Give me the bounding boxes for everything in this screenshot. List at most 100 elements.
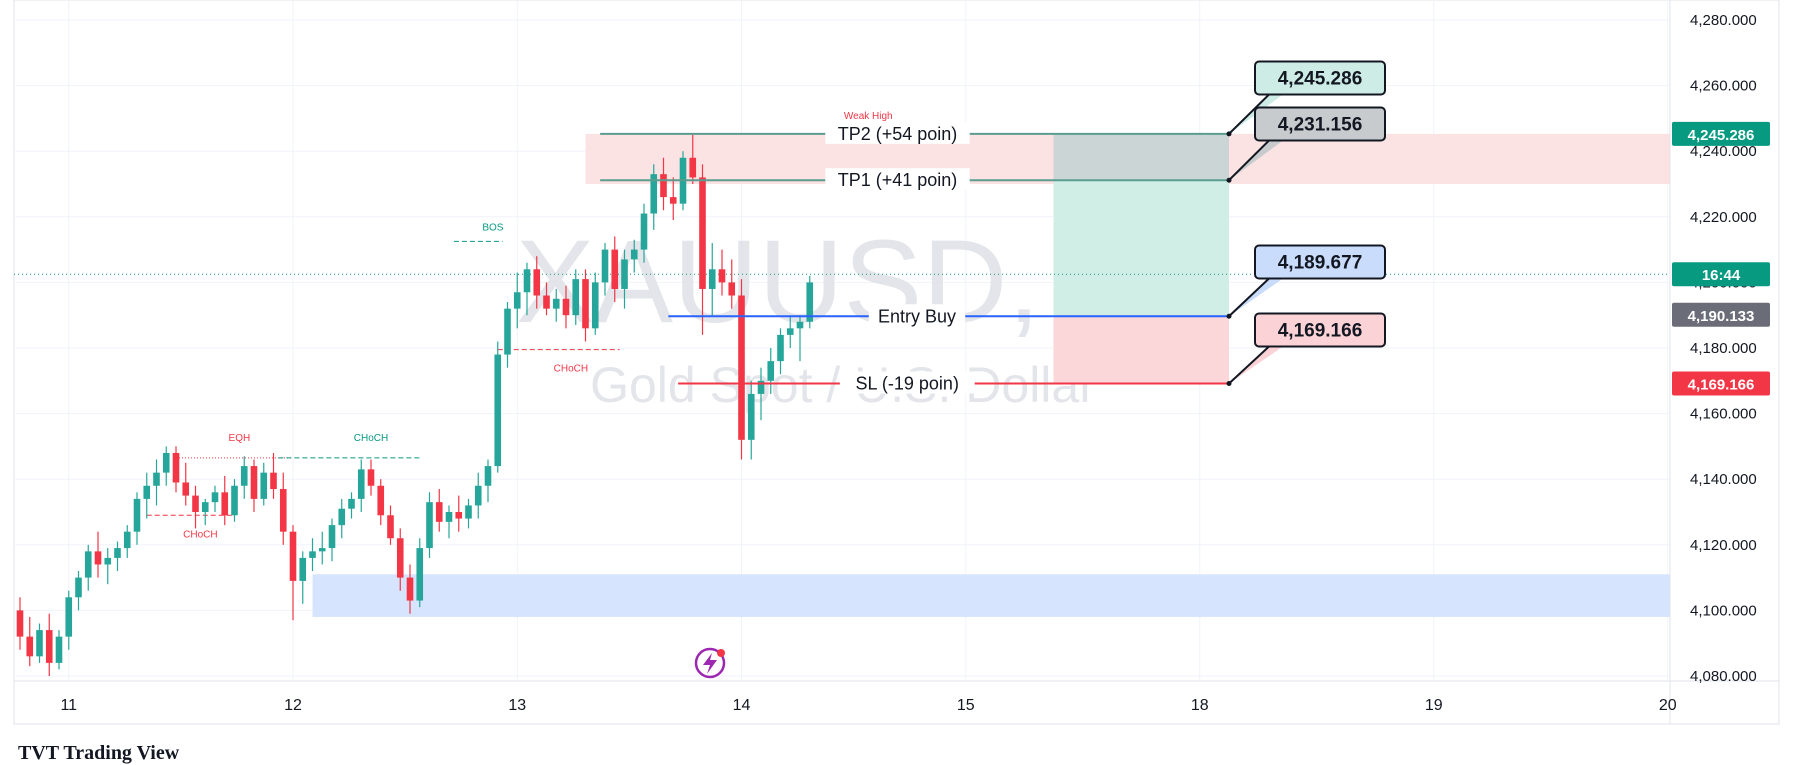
candle-body (621, 259, 628, 289)
y-tick-label: 4,240.000 (1690, 143, 1757, 160)
candle-body (591, 282, 599, 329)
candle-body (416, 548, 424, 601)
x-tick-label: 19 (1425, 697, 1443, 714)
y-tick-label: 4,280.000 (1690, 12, 1757, 29)
structure-label: Weak High (844, 111, 893, 122)
callout-box (1254, 106, 1386, 142)
candle-body (796, 321, 804, 329)
alert-icon[interactable] (694, 647, 726, 679)
candle-body (738, 295, 745, 440)
axis-badge (1672, 302, 1770, 327)
price-level-label-bg (839, 371, 975, 394)
candle-body (689, 157, 697, 178)
candle-body (114, 548, 121, 558)
callout-value: 4,189.677 (1278, 253, 1363, 274)
candle-body (669, 197, 677, 204)
candle-body (299, 557, 307, 581)
y-tick-label: 4,140.000 (1690, 471, 1757, 488)
structure-label: CHoCH (554, 364, 588, 375)
axis-badge-text: 16:44 (1702, 267, 1741, 284)
candle-body (474, 485, 482, 506)
y-tick-label: 4,080.000 (1690, 668, 1757, 685)
candle-body (396, 538, 404, 578)
candle-body (153, 472, 160, 486)
candle-body (747, 393, 755, 440)
candle-body (767, 361, 775, 381)
price-level-label: Entry Buy (878, 306, 956, 326)
y-tick-label: 4,120.000 (1690, 537, 1757, 554)
demand-zone (312, 574, 1670, 617)
axis-badge-text: 4,245.286 (1688, 127, 1755, 144)
candle-body (777, 334, 784, 362)
candle-body (708, 269, 716, 289)
candle-body (523, 269, 531, 293)
price-level-label: SL (-19 poin) (856, 374, 959, 394)
price-callouts: 4,245.286 4,231.156 4,189.677 4,169.166 (1228, 60, 1386, 385)
price-level-label: TP2 (+54 poin) (838, 124, 958, 144)
candle-body (611, 249, 619, 289)
candle-body (455, 512, 463, 519)
x-tick-label: 14 (733, 697, 751, 714)
candles (16, 134, 814, 676)
candle-body (240, 466, 248, 486)
candle-body (728, 282, 736, 296)
candle-body (309, 551, 316, 558)
y-tick-label: 4,220.000 (1690, 209, 1757, 226)
axis-badge (1672, 121, 1770, 146)
callout-value: 4,231.156 (1278, 115, 1363, 136)
axis-badge-text: 4,169.166 (1688, 377, 1755, 394)
candle-body (699, 177, 706, 289)
structure-label: BOS (482, 222, 503, 233)
candle-body (582, 279, 589, 329)
candle-body (55, 636, 63, 663)
candle-body (640, 213, 648, 250)
candle-body (270, 472, 277, 490)
x-tick-label: 18 (1191, 697, 1209, 714)
price-level-label: TP1 (+41 poin) (838, 170, 958, 190)
loss-zone (1053, 316, 1229, 384)
candle-body (36, 630, 43, 657)
candle-body (465, 505, 472, 519)
candle-body (543, 295, 550, 309)
axis-badges: 4,245.286 16:44 4,190.133 4,169.166 (1672, 121, 1770, 396)
candle-body (348, 498, 355, 509)
candle-body (192, 495, 199, 512)
candle-body (786, 328, 794, 335)
candle-body (94, 551, 102, 565)
candle-body (84, 551, 92, 578)
x-tick-label: 11 (60, 697, 77, 714)
candle-body (65, 597, 73, 637)
footer-title: TVT Trading View (18, 742, 180, 764)
candle-body (318, 548, 326, 552)
candle-body (552, 298, 560, 309)
target-overlap-zone (1053, 133, 1229, 181)
candle-body (260, 472, 268, 499)
callout-box (1254, 60, 1386, 96)
candle-body (757, 380, 765, 394)
candle-body (338, 508, 346, 526)
candle-body (133, 498, 141, 532)
axis-badge-text: 4,190.133 (1688, 308, 1755, 325)
candle-body (718, 269, 726, 283)
zones (14, 133, 1670, 617)
candle-body (289, 531, 297, 581)
candle-body (162, 452, 170, 473)
candle-body (367, 469, 375, 486)
candle-body (806, 282, 814, 322)
candle-body (513, 292, 521, 309)
candle-body (601, 249, 609, 283)
candle-body (201, 502, 209, 512)
candle-body (484, 466, 492, 486)
candle-body (387, 515, 394, 539)
candle-body (26, 636, 34, 657)
y-tick-label: 4,100.000 (1690, 602, 1757, 619)
candle-body (650, 174, 658, 214)
candle-body (45, 630, 53, 663)
x-tick-label: 12 (284, 697, 302, 714)
axis-badge (1672, 371, 1770, 396)
y-tick-label: 4,180.000 (1690, 340, 1757, 357)
structure-label: CHoCH (183, 529, 217, 540)
candle-body (250, 466, 258, 499)
candle-body (104, 557, 112, 565)
